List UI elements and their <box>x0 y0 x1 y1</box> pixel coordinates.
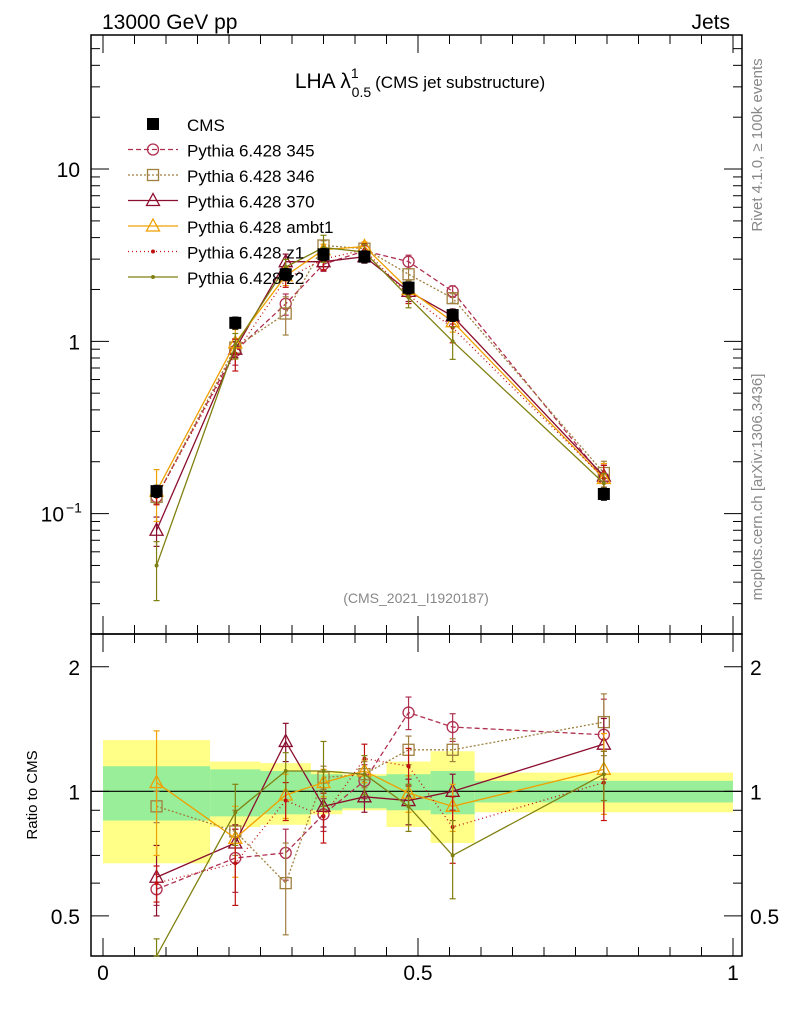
ratio-point <box>233 810 238 815</box>
x-tick-label: 0 <box>97 962 109 985</box>
ratio-tick-label-left: 1 <box>68 781 80 804</box>
ratio-point <box>154 881 159 886</box>
mcplots-label: mcplots.cern.ch [arXiv:1306.3436] <box>749 374 766 601</box>
main-point <box>154 563 159 568</box>
ratio-tick-label-left: 2 <box>68 657 80 680</box>
ratio-point <box>402 706 415 719</box>
ratio-series-line <box>156 768 605 840</box>
header-left-label: 13000 GeV pp <box>102 11 237 34</box>
ratio-point <box>446 743 459 756</box>
legend-label: Pythia 6.428 ambt1 <box>187 218 333 237</box>
legend-label: Pythia 6.428 345 <box>187 142 315 161</box>
x-axis-labels: 0 0.5 1 <box>97 962 739 985</box>
x-tick-label: 1 <box>727 962 739 985</box>
ratio-series-5 <box>153 740 607 957</box>
analysis-id: (CMS_2021_I1920187) <box>343 590 489 606</box>
ratio-point <box>450 853 455 858</box>
legend-marker <box>145 217 161 232</box>
legend-marker-cms <box>147 118 159 130</box>
cms-point <box>446 309 459 322</box>
ratio-point <box>283 768 288 773</box>
cms-point <box>358 250 371 263</box>
legend-label-cms: CMS <box>187 116 225 135</box>
ratio-point <box>279 876 292 890</box>
ratio-tick-label-right: 0.5 <box>750 906 779 929</box>
main-point <box>450 339 455 344</box>
ratio-point <box>321 768 326 773</box>
y-tick-label: 10 <box>57 159 80 182</box>
main-series-line <box>155 255 605 531</box>
ratio-series-line <box>156 711 604 890</box>
main-series-group <box>148 234 612 602</box>
header-right-label: Jets <box>691 11 730 34</box>
main-series-line <box>155 246 605 566</box>
ratio-series-group <box>148 693 612 957</box>
ratio-point <box>233 861 238 866</box>
cms-point <box>317 248 330 261</box>
cms-point <box>229 316 242 329</box>
legend: CMS Pythia 6.428 345 Pythia 6.428 346 Pythi… <box>128 116 333 288</box>
ratio-point <box>406 804 411 809</box>
main-point <box>406 295 411 300</box>
y-tick-exponent: −1 <box>66 500 82 516</box>
main-series-line <box>155 250 605 498</box>
ratio-point <box>283 798 288 803</box>
main-point <box>279 307 292 320</box>
ratio-series-line <box>156 757 605 884</box>
ratio-y-axis-label: Ratio to CMS <box>24 750 41 839</box>
ratio-panel: 2 2 1 1 0.5 0.5 Ratio to CMS <box>24 633 779 957</box>
ratio-series-line <box>155 770 605 957</box>
main-point <box>233 343 238 348</box>
main-series-2 <box>148 248 612 547</box>
ratio-frame <box>90 633 743 957</box>
main-point <box>402 268 415 281</box>
legend-marker <box>151 275 155 279</box>
main-series-5 <box>153 234 607 602</box>
ratio-point <box>148 774 165 789</box>
y-tick-label: 10 <box>41 504 64 527</box>
legend-label: Pythia 6.428 z1 <box>187 244 304 263</box>
ratio-tick-label-right: 2 <box>750 657 762 680</box>
legend-marker <box>151 249 155 254</box>
main-point <box>402 255 415 268</box>
cms-point <box>597 487 610 500</box>
cms-point <box>402 281 415 294</box>
ratio-point <box>278 733 294 748</box>
ratio-point <box>321 814 326 819</box>
chart-title: LHA λ1 0.5 (CMS jet substructure) <box>295 65 545 100</box>
ratio-tick-label-right: 1 <box>750 781 762 804</box>
main-point <box>148 521 165 536</box>
x-tick-label: 0.5 <box>403 962 432 985</box>
rivet-label: Rivet 4.1.0, ≥ 100k events <box>749 58 766 231</box>
legend-label: Pythia 6.428 370 <box>187 193 315 212</box>
ratio-point <box>406 764 411 769</box>
ratio-point <box>601 772 606 777</box>
cms-point <box>150 485 163 498</box>
ratio-point <box>362 772 367 777</box>
ratio-point <box>356 788 373 803</box>
legend-marker <box>146 143 160 156</box>
legend-label: Pythia 6.428 346 <box>187 167 315 186</box>
cms-point <box>279 268 292 281</box>
legend-marker <box>146 168 160 182</box>
main-point <box>446 292 459 305</box>
ratio-tick-label-left: 0.5 <box>51 906 80 929</box>
ratio-series-line <box>156 740 605 878</box>
y-tick-label: 1 <box>68 331 80 354</box>
ratio-point <box>446 720 459 734</box>
legend-marker <box>145 192 161 207</box>
ratio-bands <box>91 740 742 864</box>
main-series-line <box>155 244 605 498</box>
legend-label: Pythia 6.428 z2 <box>187 269 304 288</box>
main-series-cms <box>150 247 610 501</box>
main-point <box>601 481 606 486</box>
ratio-ticks: 2 2 1 1 0.5 0.5 <box>51 634 779 956</box>
